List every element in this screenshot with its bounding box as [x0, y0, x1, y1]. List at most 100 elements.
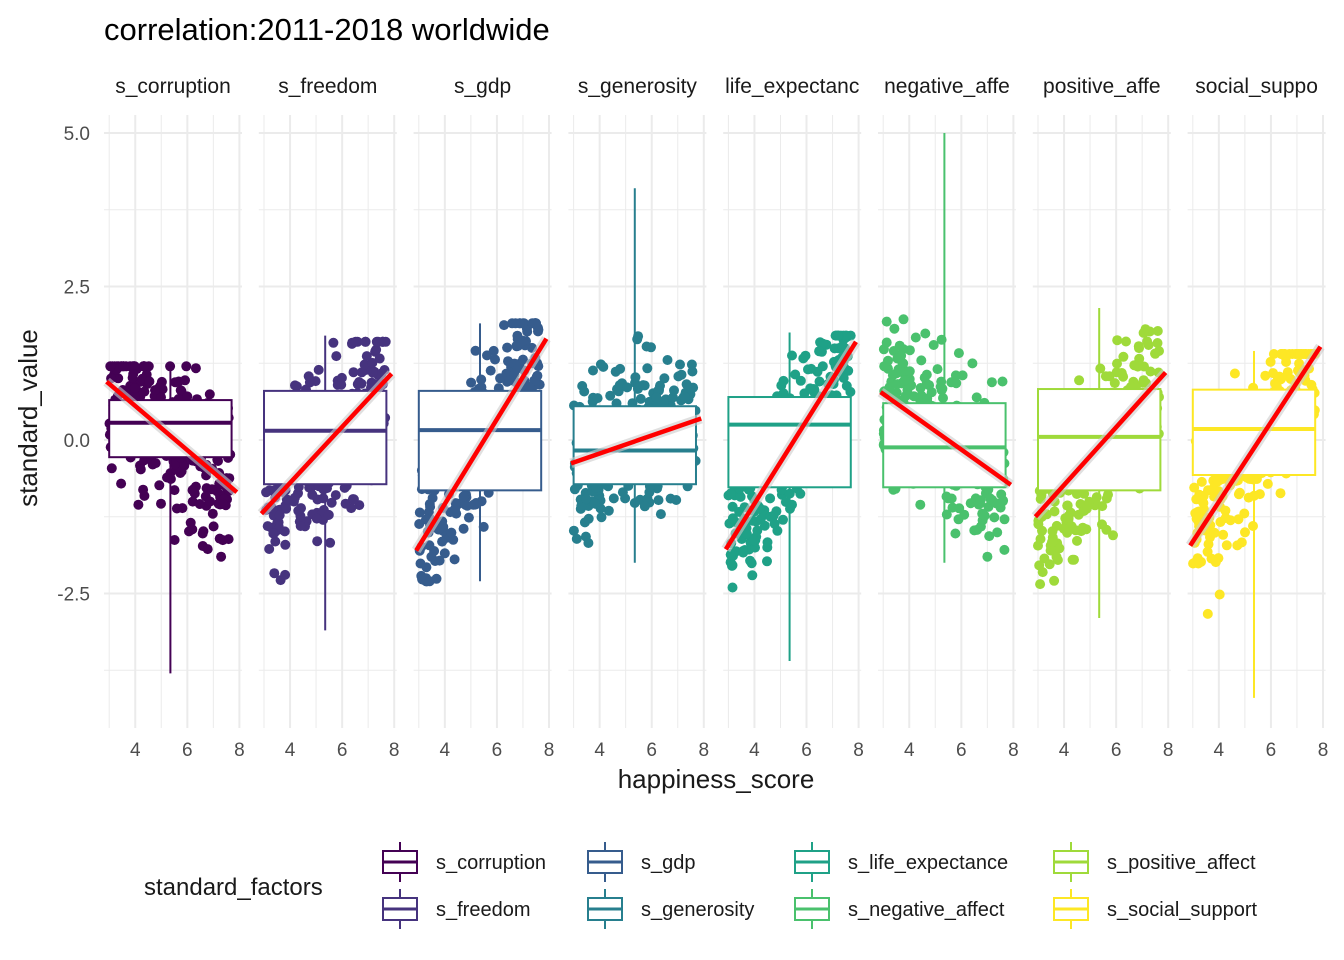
data-point — [750, 542, 760, 553]
data-point — [207, 484, 217, 495]
data-point — [571, 533, 582, 544]
data-point — [181, 361, 192, 372]
data-point — [741, 528, 752, 539]
x-tick-label: 8 — [853, 740, 864, 761]
data-point — [205, 496, 216, 507]
data-point — [971, 392, 982, 403]
facet-strip-label: negative_affe — [884, 75, 1010, 98]
data-point — [1276, 372, 1287, 383]
data-point — [374, 353, 385, 364]
data-point — [470, 345, 481, 356]
data-point — [293, 505, 304, 516]
trend-line — [259, 372, 394, 516]
data-point — [485, 365, 496, 376]
data-point — [424, 576, 435, 587]
facet-strip-label: s_generosity — [578, 75, 698, 98]
data-point — [269, 568, 280, 579]
legend-label: s_freedom — [436, 899, 531, 921]
data-point — [524, 381, 535, 392]
data-point — [635, 393, 646, 404]
data-point — [595, 359, 606, 370]
trend-line — [723, 340, 858, 551]
legend-item-s_freedom: s_freedom — [382, 889, 531, 929]
data-point — [653, 495, 664, 506]
data-point — [261, 487, 272, 498]
data-point — [932, 364, 943, 375]
x-tick-label: 6 — [492, 740, 503, 761]
data-point — [1196, 495, 1207, 506]
data-point — [129, 383, 140, 394]
data-point — [1062, 527, 1073, 538]
data-point — [1129, 360, 1140, 371]
data-point — [439, 548, 450, 559]
data-point — [659, 373, 670, 384]
legend-label: s_social_support — [1107, 899, 1258, 921]
data-point — [187, 485, 198, 496]
x-tick-label: 8 — [699, 740, 710, 761]
trend-line — [1033, 370, 1168, 519]
facet-strip-label: positive_affe — [1043, 75, 1161, 98]
data-point — [937, 383, 948, 394]
data-point — [1196, 476, 1207, 487]
data-point — [356, 367, 367, 378]
boxplot-box — [882, 402, 1007, 489]
data-point — [765, 493, 776, 504]
data-point — [832, 330, 843, 341]
data-point — [118, 361, 129, 372]
grid-lines — [568, 115, 707, 728]
data-point — [1281, 357, 1292, 367]
data-point — [1051, 520, 1062, 531]
data-point — [476, 374, 487, 385]
data-point — [1205, 532, 1215, 543]
facet-panel-s_life_expectance: life_expectanc 4 6 8 — [721, 75, 864, 761]
data-point — [437, 536, 448, 547]
data-point — [725, 488, 736, 499]
x-tick-label: 8 — [544, 740, 555, 761]
data-point — [881, 337, 892, 348]
data-point — [679, 391, 690, 402]
x-tick-label: 8 — [234, 740, 245, 761]
data-point — [938, 393, 948, 403]
data-point — [910, 332, 921, 343]
x-axis-title: happiness_score — [618, 764, 815, 794]
data-point — [579, 386, 590, 397]
data-point — [632, 334, 643, 345]
data-point — [1108, 530, 1118, 541]
boxplot-box — [108, 399, 233, 459]
data-point — [996, 489, 1007, 500]
data-point — [274, 510, 285, 521]
data-point — [748, 535, 759, 546]
data-point — [1150, 348, 1161, 359]
data-point — [1035, 534, 1046, 544]
data-point — [840, 330, 851, 341]
data-point — [986, 377, 997, 388]
trend-line — [105, 379, 239, 494]
data-point — [919, 372, 930, 383]
trend-line — [1188, 345, 1323, 547]
data-point — [734, 506, 745, 517]
x-tick-label: 4 — [1214, 740, 1225, 761]
data-point — [727, 513, 738, 524]
data-point — [139, 361, 149, 372]
data-point — [511, 341, 522, 352]
data-point — [280, 539, 291, 550]
data-point — [449, 554, 460, 565]
data-point — [490, 354, 500, 365]
data-point — [165, 361, 176, 372]
data-point — [1054, 543, 1065, 554]
x-tick-label: 4 — [594, 740, 605, 761]
data-point — [841, 380, 852, 391]
data-point — [1101, 493, 1112, 504]
x-tick-label: 6 — [956, 740, 967, 761]
x-tick-label: 4 — [1059, 740, 1070, 761]
trend-line — [570, 416, 702, 466]
legend-item-s_life_expectance: s_life_expectance — [794, 842, 1008, 882]
data-point — [928, 340, 939, 350]
data-point — [1063, 512, 1074, 523]
data-point — [1225, 515, 1236, 526]
data-point — [268, 528, 279, 539]
data-point — [1074, 375, 1085, 386]
data-point — [681, 379, 692, 390]
y-axis: 5.0 2.5 0.0 -2.5 — [57, 124, 90, 606]
data-point — [915, 499, 926, 510]
